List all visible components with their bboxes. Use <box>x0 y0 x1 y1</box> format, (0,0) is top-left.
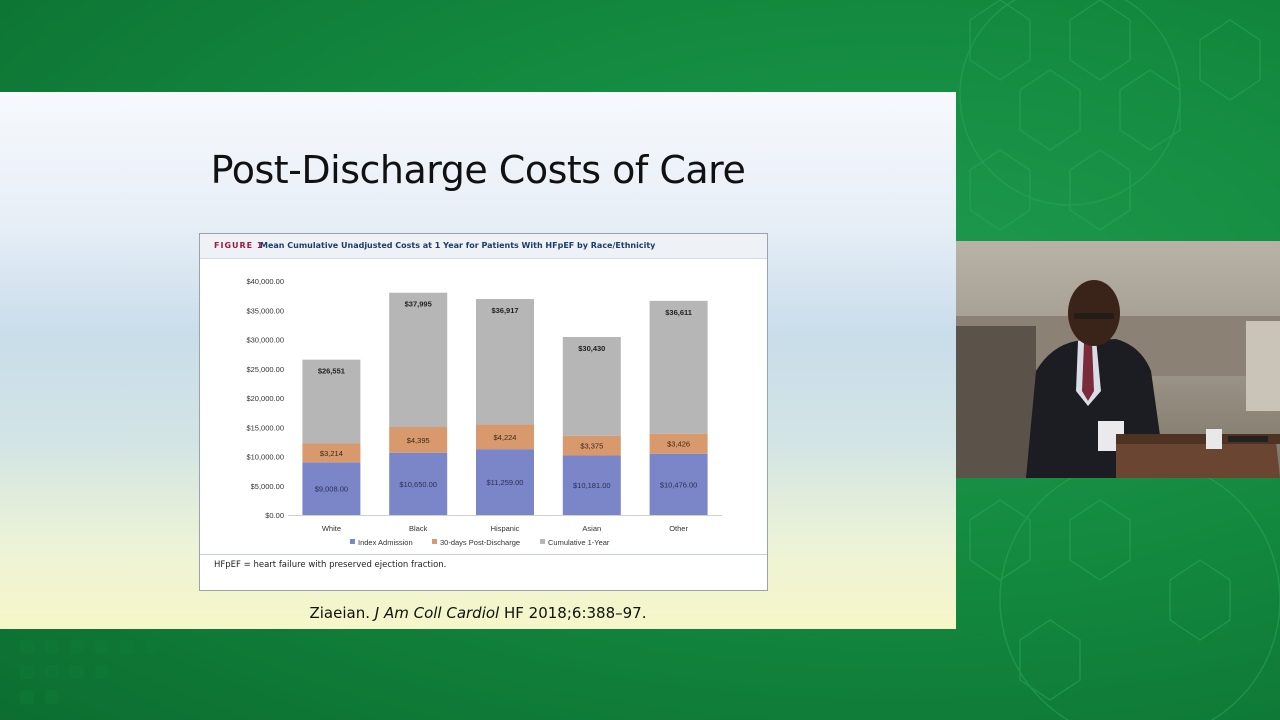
legend-swatch <box>350 539 355 544</box>
figure-header: FIGURE 1 Mean Cumulative Unadjusted Cost… <box>200 234 767 259</box>
legend-label: Cumulative 1-Year <box>548 538 610 547</box>
bar-segment-3 <box>649 300 708 434</box>
slide-title: Post-Discharge Costs of Care <box>210 148 746 192</box>
y-tick-label: $40,000.00 <box>246 277 284 286</box>
citation: Ziaeian. J Am Coll Cardiol HF 2018;6:388… <box>0 604 956 622</box>
bar-segment-1 <box>649 453 708 515</box>
stacked-bar-chart: $0.00 $5,000.00 $10,000.00 $15,000.00 $20,00… <box>246 277 722 547</box>
x-tick-label: Other <box>669 524 688 533</box>
segment-data-label: $10,181.00 <box>573 481 611 490</box>
citation-author: Ziaeian. <box>309 604 370 622</box>
x-tick-label: Black <box>409 524 428 533</box>
figure-label: FIGURE 1 <box>214 241 264 250</box>
presentation-slide: Post-Discharge Costs of Care FIGURE 1 Me… <box>0 92 956 629</box>
segment-data-label: $11,259.00 <box>487 478 524 487</box>
bar-segment-2 <box>476 424 534 450</box>
x-tick-label: Hispanic <box>491 524 520 533</box>
segment-data-label: $10,650.00 <box>399 480 437 489</box>
speaker-illustration <box>956 280 1280 478</box>
total-data-label: $30,430 <box>578 344 605 353</box>
total-data-label: $37,995 <box>405 300 432 309</box>
figure-caption: Mean Cumulative Unadjusted Costs at 1 Ye… <box>260 241 656 250</box>
y-tick-label: $10,000.00 <box>246 453 284 462</box>
total-data-label: $36,611 <box>665 308 692 317</box>
bar-segment-3 <box>302 359 361 444</box>
y-tick-label: $15,000.00 <box>246 423 284 432</box>
legend-swatch <box>540 539 545 544</box>
segment-data-label: $4,224 <box>494 433 517 442</box>
bar-segment-1 <box>389 452 448 515</box>
bar-segment-2 <box>389 426 448 453</box>
bar-segment-3 <box>562 336 621 436</box>
speaker-video-inset <box>956 241 1280 478</box>
figure-panel: FIGURE 1 Mean Cumulative Unadjusted Cost… <box>199 233 768 591</box>
citation-journal: J Am Coll Cardiol <box>374 604 500 622</box>
y-tick-label: $35,000.00 <box>246 306 284 315</box>
figure-footnote: HFpEF = heart failure with preserved eje… <box>214 560 447 570</box>
y-tick-label: $25,000.00 <box>246 365 284 374</box>
y-tick-label: $20,000.00 <box>246 394 284 403</box>
legend-swatch <box>432 539 437 544</box>
segment-data-label: $9,008.00 <box>315 485 348 494</box>
bar-segment-3 <box>476 299 534 425</box>
bar-segment-2 <box>302 443 361 463</box>
y-tick-label: $5,000.00 <box>251 482 284 491</box>
legend-label: 30-days Post-Discharge <box>440 538 520 547</box>
bar-segment-1 <box>562 455 621 515</box>
segment-data-label: $4,395 <box>407 436 430 445</box>
segment-data-label: $3,426 <box>667 440 690 449</box>
bar-segment-2 <box>649 433 708 454</box>
legend-label: Index Admission <box>358 538 413 547</box>
figure-divider <box>200 554 767 555</box>
x-tick-label: White <box>322 524 341 533</box>
x-tick-label: Asian <box>582 524 601 533</box>
total-data-label: $26,551 <box>318 367 345 376</box>
bar-segment-3 <box>389 292 448 427</box>
citation-details: HF 2018;6:388–97. <box>504 604 647 622</box>
segment-data-label: $10,476.00 <box>660 480 698 489</box>
total-data-label: $36,917 <box>491 306 518 315</box>
y-tick-label: $0.00 <box>265 511 284 520</box>
bar-segment-1 <box>302 462 361 515</box>
segment-data-label: $3,214 <box>320 449 343 458</box>
segment-data-label: $3,375 <box>580 442 603 451</box>
bar-segment-2 <box>562 435 621 456</box>
bar-segment-1 <box>476 449 534 515</box>
y-tick-label: $30,000.00 <box>246 336 284 345</box>
